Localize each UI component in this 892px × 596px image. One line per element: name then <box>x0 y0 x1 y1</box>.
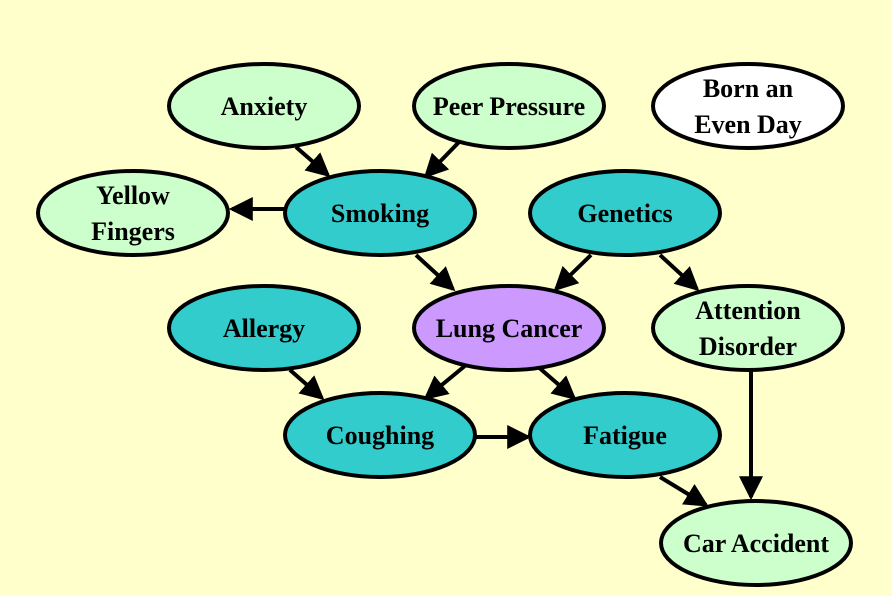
node-label-peer-pressure: Peer Pressure <box>433 92 585 121</box>
node-car-accident: Car Accident <box>659 499 853 587</box>
node-smoking: Smoking <box>283 169 477 257</box>
node-ellipse-attention-disorder <box>651 284 845 372</box>
node-ellipse-fatigue <box>528 391 722 479</box>
node-label-car-accident: Car Accident <box>683 529 829 558</box>
node-ellipse-lung-cancer <box>412 284 606 372</box>
edge-genetics-to-attention-disorder <box>658 253 700 292</box>
edge-lung-cancer-to-coughing <box>423 363 468 401</box>
node-born-even-day: Born an Even Day <box>651 62 845 150</box>
node-label-fatigue: Fatigue <box>583 421 667 450</box>
node-yellow-fingers: Yellow Fingers <box>36 169 230 257</box>
node-label-lung-cancer: Lung Cancer <box>436 314 583 343</box>
node-label-attention-disorder-line-1: Attention <box>695 296 801 325</box>
node-ellipse-born-even-day <box>651 62 845 150</box>
node-label-attention-disorder-line-2: Disorder <box>699 332 797 361</box>
node-peer-pressure: Peer Pressure <box>412 62 606 150</box>
node-label-smoking: Smoking <box>331 199 429 228</box>
node-ellipse-anxiety <box>167 62 361 150</box>
node-fatigue: Fatigue <box>528 391 722 479</box>
node-ellipse-genetics <box>528 169 722 257</box>
nodes: Anxiety Peer Pressure Born an Even Day Yello… <box>36 62 853 587</box>
node-ellipse-coughing <box>283 391 477 479</box>
node-label-yellow-fingers-line-1: Yellow <box>96 181 170 210</box>
node-label-anxiety: Anxiety <box>221 92 308 121</box>
node-attention-disorder: Attention Disorder <box>651 284 845 372</box>
edge-anxiety-to-smoking <box>294 145 331 178</box>
node-label-coughing: Coughing <box>326 421 434 450</box>
edge-allergy-to-coughing <box>288 368 325 401</box>
node-anxiety: Anxiety <box>167 62 361 150</box>
node-lung-cancer: Lung Cancer <box>412 284 606 372</box>
node-genetics: Genetics <box>528 169 722 257</box>
node-label-born-even-day-line-2: Even Day <box>694 110 802 139</box>
node-ellipse-peer-pressure <box>412 62 606 150</box>
edge-lung-cancer-to-fatigue <box>534 363 577 401</box>
node-allergy: Allergy <box>167 284 361 372</box>
node-label-born-even-day-line-1: Born an <box>703 74 794 103</box>
node-label-allergy: Allergy <box>223 314 305 343</box>
node-ellipse-allergy <box>167 284 361 372</box>
node-label-yellow-fingers-line-2: Fingers <box>91 217 175 246</box>
node-label-genetics: Genetics <box>577 199 672 228</box>
node-coughing: Coughing <box>283 391 477 479</box>
node-ellipse-smoking <box>283 169 477 257</box>
edge-peer-pressure-to-smoking <box>423 138 463 179</box>
node-ellipse-yellow-fingers <box>36 169 230 257</box>
node-ellipse-car-accident <box>659 499 853 587</box>
edge-fatigue-to-car-accident <box>658 475 709 507</box>
edge-smoking-to-lung-cancer <box>414 253 456 292</box>
edge-genetics-to-lung-cancer <box>553 253 593 292</box>
edges <box>228 138 763 507</box>
